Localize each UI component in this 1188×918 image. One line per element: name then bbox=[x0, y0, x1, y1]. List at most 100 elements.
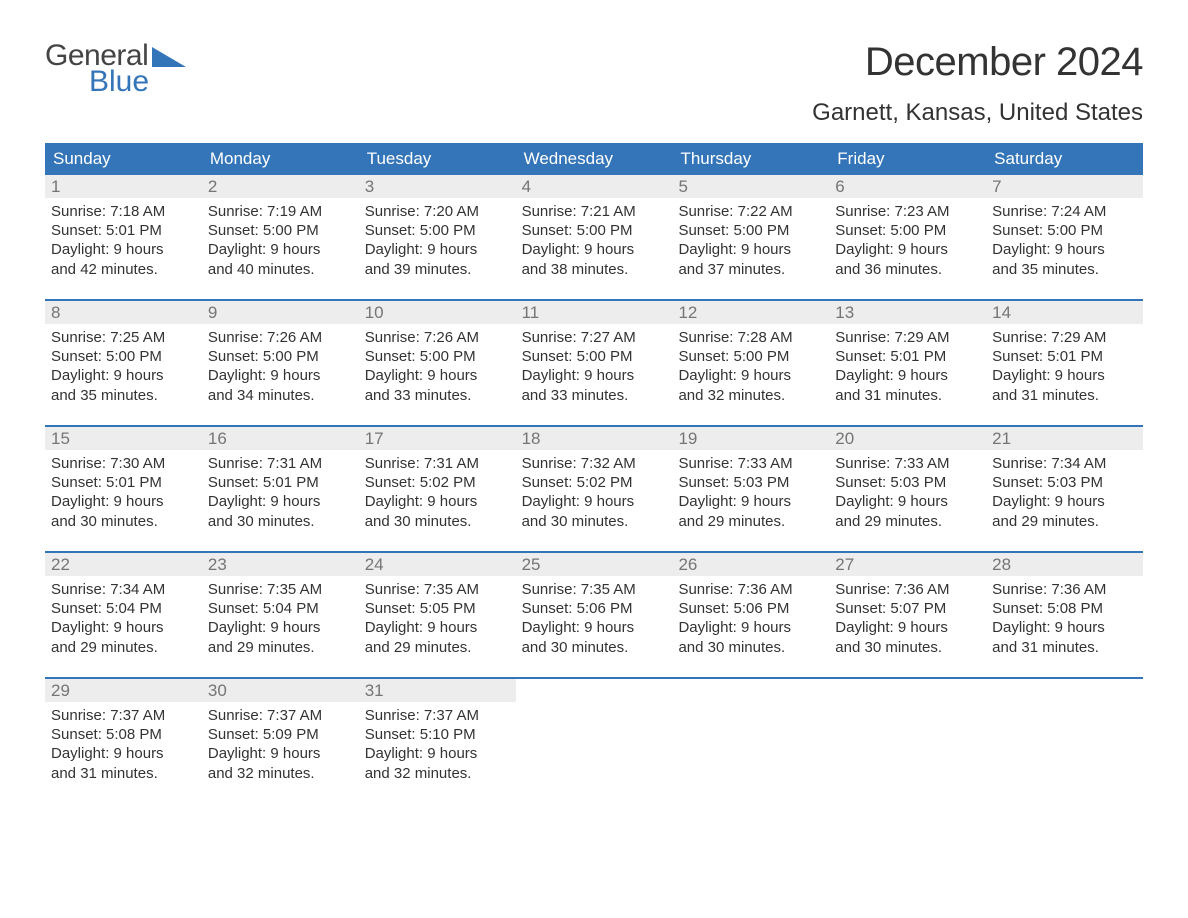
day-body: Sunrise: 7:21 AMSunset: 5:00 PMDaylight:… bbox=[516, 198, 673, 285]
day-body: Sunrise: 7:36 AMSunset: 5:07 PMDaylight:… bbox=[829, 576, 986, 663]
day-body: Sunrise: 7:25 AMSunset: 5:00 PMDaylight:… bbox=[45, 324, 202, 411]
sunrise-text: Sunrise: 7:26 AM bbox=[208, 328, 353, 347]
sunrise-text: Sunrise: 7:31 AM bbox=[365, 454, 510, 473]
sunset-text: Sunset: 5:03 PM bbox=[678, 473, 823, 492]
sunset-text: Sunset: 5:06 PM bbox=[522, 599, 667, 618]
daylight-line1: Daylight: 9 hours bbox=[208, 492, 353, 511]
calendar-cell: 22Sunrise: 7:34 AMSunset: 5:04 PMDayligh… bbox=[45, 553, 202, 677]
sunrise-text: Sunrise: 7:35 AM bbox=[208, 580, 353, 599]
calendar-cell: 19Sunrise: 7:33 AMSunset: 5:03 PMDayligh… bbox=[672, 427, 829, 551]
day-body: Sunrise: 7:33 AMSunset: 5:03 PMDaylight:… bbox=[672, 450, 829, 537]
day-number: 13 bbox=[829, 301, 986, 324]
day-number: 10 bbox=[359, 301, 516, 324]
calendar-cell: 6Sunrise: 7:23 AMSunset: 5:00 PMDaylight… bbox=[829, 175, 986, 299]
calendar-cell: 27Sunrise: 7:36 AMSunset: 5:07 PMDayligh… bbox=[829, 553, 986, 677]
day-number: 20 bbox=[829, 427, 986, 450]
daylight-line1: Daylight: 9 hours bbox=[992, 240, 1137, 259]
daylight-line2: and 31 minutes. bbox=[992, 638, 1137, 657]
sunset-text: Sunset: 5:01 PM bbox=[51, 473, 196, 492]
sunrise-text: Sunrise: 7:36 AM bbox=[835, 580, 980, 599]
calendar-cell: 15Sunrise: 7:30 AMSunset: 5:01 PMDayligh… bbox=[45, 427, 202, 551]
daylight-line1: Daylight: 9 hours bbox=[365, 492, 510, 511]
day-header-saturday: Saturday bbox=[986, 143, 1143, 175]
calendar-cell bbox=[672, 679, 829, 803]
daylight-line1: Daylight: 9 hours bbox=[678, 492, 823, 511]
sunset-text: Sunset: 5:00 PM bbox=[835, 221, 980, 240]
day-number: 6 bbox=[829, 175, 986, 198]
daylight-line1: Daylight: 9 hours bbox=[365, 240, 510, 259]
day-header-wednesday: Wednesday bbox=[516, 143, 673, 175]
calendar-cell: 3Sunrise: 7:20 AMSunset: 5:00 PMDaylight… bbox=[359, 175, 516, 299]
day-header-sunday: Sunday bbox=[45, 143, 202, 175]
sunrise-text: Sunrise: 7:36 AM bbox=[992, 580, 1137, 599]
sunset-text: Sunset: 5:04 PM bbox=[51, 599, 196, 618]
sunset-text: Sunset: 5:04 PM bbox=[208, 599, 353, 618]
daylight-line1: Daylight: 9 hours bbox=[208, 240, 353, 259]
day-body: Sunrise: 7:20 AMSunset: 5:00 PMDaylight:… bbox=[359, 198, 516, 285]
day-number: 9 bbox=[202, 301, 359, 324]
week-row: 8Sunrise: 7:25 AMSunset: 5:00 PMDaylight… bbox=[45, 299, 1143, 425]
daylight-line2: and 37 minutes. bbox=[678, 260, 823, 279]
calendar-cell: 11Sunrise: 7:27 AMSunset: 5:00 PMDayligh… bbox=[516, 301, 673, 425]
daylight-line1: Daylight: 9 hours bbox=[835, 366, 980, 385]
sunrise-text: Sunrise: 7:32 AM bbox=[522, 454, 667, 473]
sunset-text: Sunset: 5:00 PM bbox=[365, 347, 510, 366]
sunrise-text: Sunrise: 7:33 AM bbox=[835, 454, 980, 473]
daylight-line1: Daylight: 9 hours bbox=[835, 492, 980, 511]
daylight-line1: Daylight: 9 hours bbox=[835, 240, 980, 259]
sunset-text: Sunset: 5:02 PM bbox=[522, 473, 667, 492]
sunset-text: Sunset: 5:01 PM bbox=[992, 347, 1137, 366]
calendar-cell: 21Sunrise: 7:34 AMSunset: 5:03 PMDayligh… bbox=[986, 427, 1143, 551]
sunrise-text: Sunrise: 7:29 AM bbox=[992, 328, 1137, 347]
calendar-cell: 24Sunrise: 7:35 AMSunset: 5:05 PMDayligh… bbox=[359, 553, 516, 677]
sunrise-text: Sunrise: 7:37 AM bbox=[51, 706, 196, 725]
sunrise-text: Sunrise: 7:29 AM bbox=[835, 328, 980, 347]
day-header-tuesday: Tuesday bbox=[359, 143, 516, 175]
calendar-cell bbox=[516, 679, 673, 803]
week-row: 22Sunrise: 7:34 AMSunset: 5:04 PMDayligh… bbox=[45, 551, 1143, 677]
sunrise-text: Sunrise: 7:30 AM bbox=[51, 454, 196, 473]
logo-text-blue: Blue bbox=[45, 66, 186, 98]
daylight-line1: Daylight: 9 hours bbox=[522, 618, 667, 637]
day-number: 26 bbox=[672, 553, 829, 576]
sunset-text: Sunset: 5:00 PM bbox=[522, 221, 667, 240]
sunset-text: Sunset: 5:03 PM bbox=[835, 473, 980, 492]
sunset-text: Sunset: 5:00 PM bbox=[522, 347, 667, 366]
day-body bbox=[516, 702, 673, 712]
calendar-cell: 1Sunrise: 7:18 AMSunset: 5:01 PMDaylight… bbox=[45, 175, 202, 299]
day-body: Sunrise: 7:28 AMSunset: 5:00 PMDaylight:… bbox=[672, 324, 829, 411]
daylight-line2: and 33 minutes. bbox=[365, 386, 510, 405]
sunrise-text: Sunrise: 7:31 AM bbox=[208, 454, 353, 473]
day-header-friday: Friday bbox=[829, 143, 986, 175]
sunset-text: Sunset: 5:00 PM bbox=[992, 221, 1137, 240]
sunrise-text: Sunrise: 7:19 AM bbox=[208, 202, 353, 221]
calendar-cell: 23Sunrise: 7:35 AMSunset: 5:04 PMDayligh… bbox=[202, 553, 359, 677]
daylight-line1: Daylight: 9 hours bbox=[992, 492, 1137, 511]
daylight-line2: and 32 minutes. bbox=[678, 386, 823, 405]
daylight-line2: and 29 minutes. bbox=[992, 512, 1137, 531]
daylight-line2: and 40 minutes. bbox=[208, 260, 353, 279]
calendar-cell: 8Sunrise: 7:25 AMSunset: 5:00 PMDaylight… bbox=[45, 301, 202, 425]
day-body bbox=[829, 702, 986, 712]
weeks-container: 1Sunrise: 7:18 AMSunset: 5:01 PMDaylight… bbox=[45, 175, 1143, 803]
sunrise-text: Sunrise: 7:26 AM bbox=[365, 328, 510, 347]
calendar-cell: 16Sunrise: 7:31 AMSunset: 5:01 PMDayligh… bbox=[202, 427, 359, 551]
daylight-line2: and 31 minutes. bbox=[51, 764, 196, 783]
daylight-line2: and 30 minutes. bbox=[678, 638, 823, 657]
sunset-text: Sunset: 5:03 PM bbox=[992, 473, 1137, 492]
sunrise-text: Sunrise: 7:25 AM bbox=[51, 328, 196, 347]
location-subtitle: Garnett, Kansas, United States bbox=[812, 99, 1143, 127]
daylight-line2: and 38 minutes. bbox=[522, 260, 667, 279]
sunset-text: Sunset: 5:00 PM bbox=[365, 221, 510, 240]
month-title: December 2024 bbox=[812, 40, 1143, 85]
calendar-cell: 5Sunrise: 7:22 AMSunset: 5:00 PMDaylight… bbox=[672, 175, 829, 299]
calendar-cell bbox=[829, 679, 986, 803]
day-number: 8 bbox=[45, 301, 202, 324]
sunset-text: Sunset: 5:01 PM bbox=[51, 221, 196, 240]
day-number: 14 bbox=[986, 301, 1143, 324]
daylight-line2: and 31 minutes. bbox=[835, 386, 980, 405]
sunset-text: Sunset: 5:00 PM bbox=[208, 347, 353, 366]
day-body: Sunrise: 7:34 AMSunset: 5:03 PMDaylight:… bbox=[986, 450, 1143, 537]
daylight-line1: Daylight: 9 hours bbox=[365, 618, 510, 637]
calendar-cell: 14Sunrise: 7:29 AMSunset: 5:01 PMDayligh… bbox=[986, 301, 1143, 425]
